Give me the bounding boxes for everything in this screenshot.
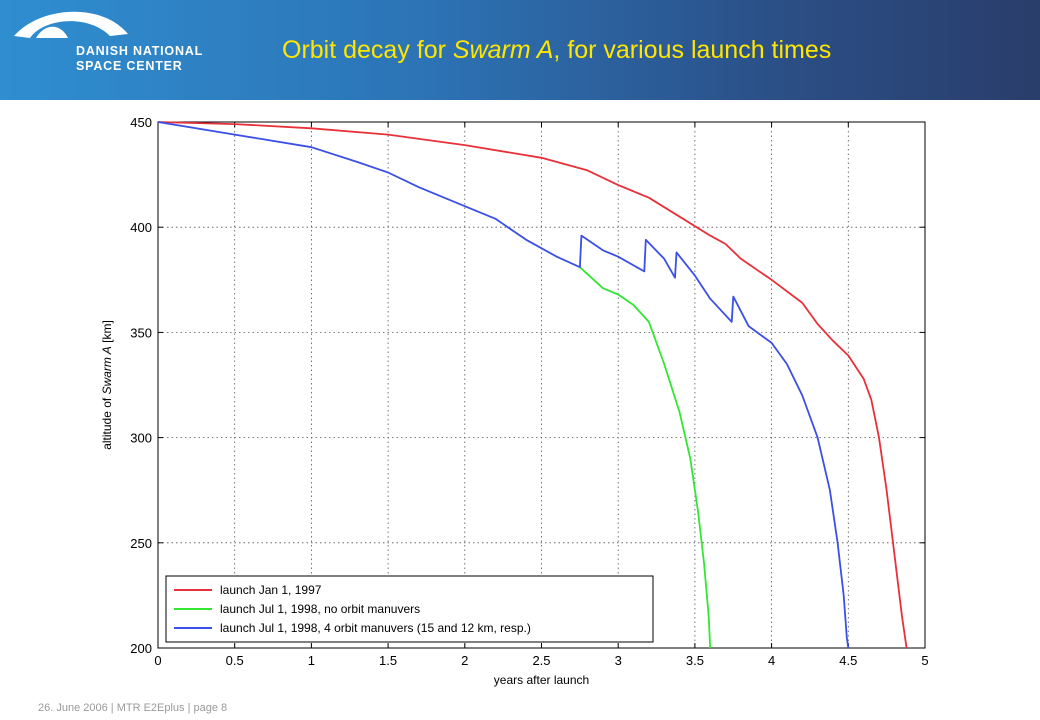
title-italic: Swarm A xyxy=(452,36,554,64)
x-tick-label: 0 xyxy=(154,653,161,668)
title-prefix: Orbit decay for xyxy=(282,36,453,64)
danish-space-center-logo-icon xyxy=(14,11,128,38)
series-line-3 xyxy=(157,121,850,649)
x-tick-label: 2.5 xyxy=(532,653,550,668)
y-tick-label: 450 xyxy=(130,115,152,130)
header-banner: DANISH NATIONAL SPACE CENTER Orbit decay… xyxy=(0,0,1040,100)
x-tick-label: 1 xyxy=(308,653,315,668)
x-tick-label: 3 xyxy=(615,653,622,668)
logo-text: DANISH NATIONAL SPACE CENTER xyxy=(76,44,203,74)
x-tick-label: 1.5 xyxy=(379,653,397,668)
x-tick-label: 4.5 xyxy=(839,653,857,668)
series-line-1 xyxy=(157,121,908,649)
plot-area xyxy=(158,122,925,648)
y-tick-label: 300 xyxy=(130,431,152,446)
series-line-2 xyxy=(579,266,712,649)
legend-label-3: launch Jul 1, 1998, 4 orbit manuvers (15… xyxy=(220,621,531,635)
y-axis-label: altitude of Swarm A [km] xyxy=(100,320,114,450)
y-tick-label: 350 xyxy=(130,325,152,340)
x-tick-label: 4 xyxy=(768,653,775,668)
y-tick-label: 200 xyxy=(130,641,152,656)
x-tick-label: 5 xyxy=(921,653,928,668)
orbit-decay-chart: 0 0.5 1 1.5 2 2.5 3 3.5 4 4.5 5 200 250 300 350 400 450 y… xyxy=(100,115,929,687)
legend-label-1: launch Jan 1, 1997 xyxy=(220,583,322,597)
y-tick-label: 250 xyxy=(130,536,152,551)
page-title: Orbit decay for Swarm A, for various lau… xyxy=(282,36,831,65)
x-tick-label: 3.5 xyxy=(686,653,704,668)
legend-label-2: launch Jul 1, 1998, no orbit manuvers xyxy=(220,602,420,616)
logo-line-2: SPACE CENTER xyxy=(76,59,183,73)
title-suffix: , for various launch times xyxy=(553,36,832,64)
footer-text: 26. June 2006 | MTR E2Eplus | page 8 xyxy=(38,702,228,714)
legend-box xyxy=(165,575,654,643)
y-tick-label: 400 xyxy=(130,220,152,235)
x-axis-label: years after launch xyxy=(494,673,589,687)
x-tick-label: 2 xyxy=(461,653,468,668)
x-tick-label: 0.5 xyxy=(226,653,244,668)
logo-line-1: DANISH NATIONAL xyxy=(76,44,204,58)
